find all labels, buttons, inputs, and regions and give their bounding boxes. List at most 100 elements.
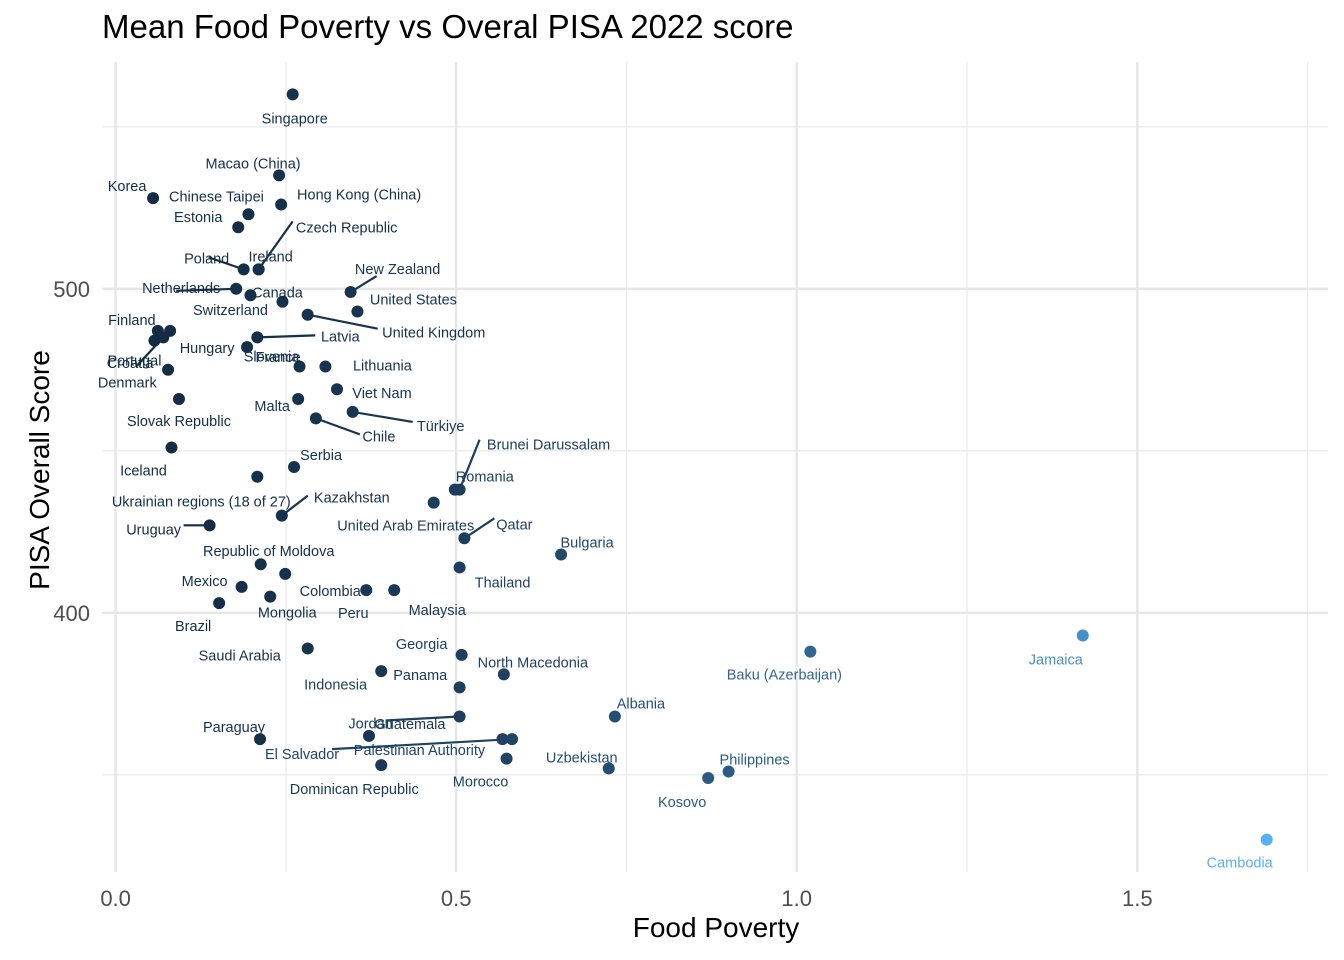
point-united-kingdom [301,308,314,321]
label-bulgaria: Bulgaria [560,535,614,551]
point-brazil [213,597,226,610]
label-qatar: Qatar [496,517,532,533]
label-romania: Romania [456,470,515,486]
label-switzerland: Switzerland [193,303,268,319]
point-france [241,341,254,354]
leader-el-salvador [331,738,513,751]
label-portugal: Portugal [107,354,161,370]
y-axis-title: PISA Overall Score [24,350,55,590]
grid-lines [102,62,1328,872]
point-thailand [453,561,466,574]
point-kazakhstan [275,509,288,522]
point-panama [375,665,388,678]
label-hungary: Hungary [180,341,236,357]
point-croatia [162,363,175,376]
label-kosovo: Kosovo [658,795,706,811]
leader-latvia [257,334,316,339]
point-philippines [722,765,735,778]
point-malaysia [388,584,401,597]
label-slovak-republic: Slovak Republic [127,414,231,430]
label-hong-kong-china: Hong Kong (China) [297,188,421,204]
point-slovak-republic [172,392,185,405]
data-points [147,88,1273,846]
point-chinese-taipei [242,208,255,221]
label-republic-of-moldova: Republic of Moldova [203,544,335,560]
point-qatar [458,532,471,545]
label-iceland: Iceland [120,464,167,480]
point-saudi-arabia [301,642,314,655]
label-mexico: Mexico [182,574,228,590]
label-chinese-taipei: Chinese Taipei [169,189,264,205]
point-peru [360,584,373,597]
point-albania [608,710,621,723]
label-jordan: Jordan [348,716,392,732]
leader-brunei-darussalam [458,439,481,491]
label-brunei-darussalam: Brunei Darussalam [487,438,610,454]
label-albania: Albania [617,696,666,712]
leader-jordan [385,715,460,722]
point-mongolia [264,590,277,603]
point-singapore [286,88,299,101]
point-kosovo [702,772,715,785]
point-morocco [500,752,513,765]
point-dominican-republic [375,759,388,772]
point-jordan [453,710,466,723]
point-uzbekistan [602,762,615,775]
label-t-rkiye: Türkiye [417,419,465,435]
leader-czech-republic [257,220,294,270]
point-latvia [251,331,264,344]
point-serbia [288,461,301,473]
label-malaysia: Malaysia [409,603,467,619]
label-poland: Poland [184,251,229,267]
point-united-arab-emirates [427,496,440,509]
point-chile [309,412,322,425]
label-new-zealand: New Zealand [355,262,440,278]
point-ireland [252,263,265,276]
label-macao-china: Macao (China) [206,156,301,172]
x-tick-label: 1.5 [1122,886,1153,911]
point-macao-china [273,169,286,182]
label-united-arab-emirates: United Arab Emirates [337,519,474,535]
label-malta: Malta [254,399,290,415]
axis-ticks: 0.0 0.5 1.0 1.5 400 500 [53,277,1152,911]
label-singapore: Singapore [262,111,328,127]
point-north-macedonia [497,668,510,681]
label-lithuania: Lithuania [353,359,413,375]
label-serbia: Serbia [300,448,343,464]
label-kazakhstan: Kazakhstan [314,491,390,507]
label-palestinian-authority: Palestinian Authority [354,743,486,759]
point-republic-of-moldova [254,558,267,571]
point-baku-azerbaijan [804,645,817,658]
label-korea: Korea [108,179,148,195]
point-poland [237,263,250,276]
label-slovenia: Slovenia [244,350,301,366]
point-viet-nam [330,383,343,396]
label-ukrainian-regions-18-of-27: Ukrainian regions (18 of 27) [112,495,291,511]
point-slovenia [293,360,306,373]
point-uruguay [203,519,216,532]
point-palestinian-authority [496,733,509,746]
point-romania [448,483,461,496]
label-indonesia: Indonesia [304,677,368,693]
label-croatia: Croatia [107,356,155,372]
label-colombia: Colombia [300,584,362,600]
point-new-zealand [344,286,357,299]
label-estonia: Estonia [174,210,223,226]
point-colombia [279,567,292,580]
label-panama: Panama [393,668,448,684]
point-denmark [157,331,170,344]
label-el-salvador: El Salvador [265,747,339,763]
point-switzerland [276,295,289,308]
point-georgia [455,648,468,661]
point-bulgaria [555,548,568,561]
label-paraguay: Paraguay [203,720,266,736]
label-peru: Peru [338,606,369,622]
point-el-salvador [506,733,519,746]
label-saudi-arabia: Saudi Arabia [199,648,282,664]
point-canada [244,289,257,302]
point-t-rkiye [346,405,359,418]
point-ukrainian-regions-18-of-27 [251,470,264,483]
point-estonia [232,221,245,234]
label-mongolia: Mongolia [258,606,318,622]
